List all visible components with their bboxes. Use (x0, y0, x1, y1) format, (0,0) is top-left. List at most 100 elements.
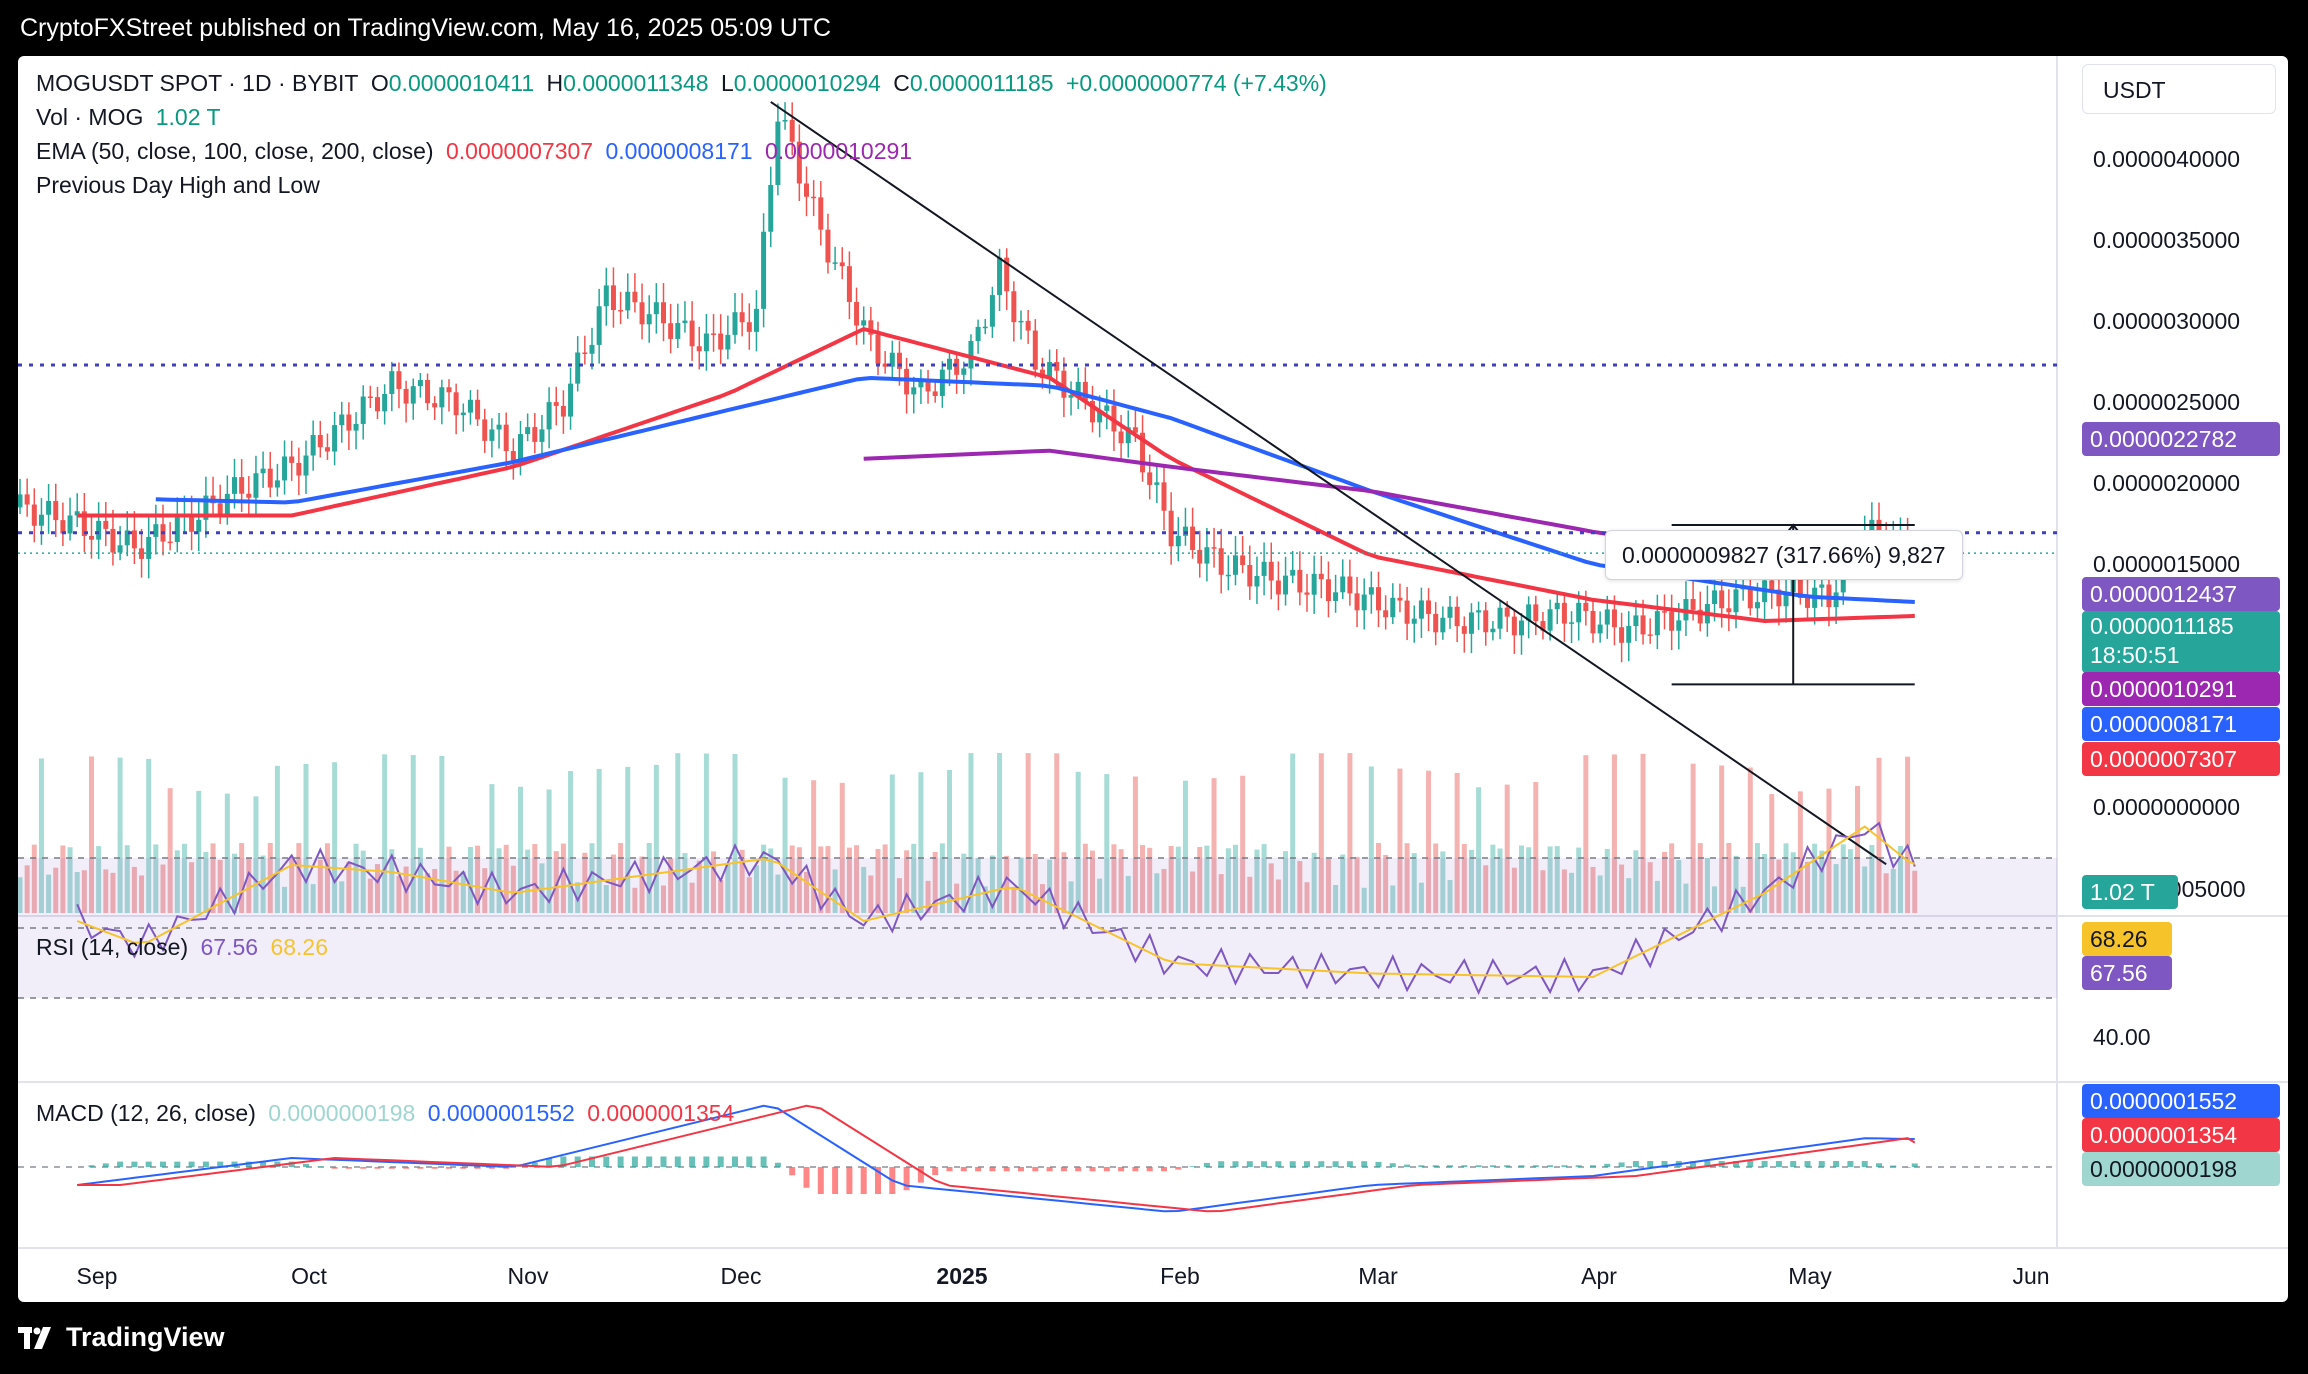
candle-body (932, 391, 938, 396)
chart-frame[interactable]: MOGUSDT SPOT · 1D · BYBIT O0.0000010411 … (18, 56, 2288, 1302)
candle-body (832, 262, 838, 264)
macd-histogram-bar (1475, 1165, 1482, 1167)
macd-histogram-bar (1733, 1161, 1739, 1167)
candle-body (96, 520, 102, 540)
volume-bar (1647, 862, 1653, 913)
candle-body (825, 229, 831, 263)
volume-bar (1654, 880, 1660, 913)
bar-countdown: 18:50:51 (2090, 642, 2180, 668)
macd-histogram-bar (188, 1161, 195, 1167)
candle-body (1061, 370, 1067, 398)
price-range-measure-label[interactable]: 0.0000009827 (317.66%) 9,827 (1605, 530, 1963, 580)
candle-body (682, 320, 688, 324)
macd-histogram-bar (732, 1156, 738, 1167)
volume-bar (982, 886, 988, 913)
macd-histogram-bar (1361, 1161, 1368, 1167)
candle-body (1090, 400, 1095, 423)
volume-bar (1154, 873, 1160, 913)
macd-histogram-bar (1275, 1161, 1282, 1167)
candle-body (1454, 606, 1460, 627)
macd-histogram-bar (1132, 1167, 1139, 1172)
pdhl-label[interactable]: Previous Day High and Low (36, 172, 320, 198)
volume-bar (1175, 846, 1181, 913)
candle-body (1011, 291, 1017, 323)
volume-bar (253, 796, 259, 913)
volume-bar (1390, 885, 1396, 913)
volume-bar (1554, 846, 1560, 913)
candle-body (38, 514, 44, 526)
candle-body (482, 419, 488, 441)
macd-histogram-bar (374, 1167, 381, 1169)
candle-body (453, 392, 459, 416)
candle-body (696, 346, 702, 352)
volume-label[interactable]: Vol · MOG (36, 104, 144, 130)
candle-body (889, 352, 895, 367)
time-axis-tick: May (1788, 1263, 1832, 1289)
candle-body (675, 323, 681, 339)
candle-body (1082, 381, 1088, 401)
macd-histogram-bar (917, 1167, 924, 1183)
volume-bar (1218, 874, 1224, 913)
candle-body (1876, 519, 1882, 540)
candle-body (1754, 602, 1760, 609)
candle-body (632, 291, 638, 303)
macd-histogram-bar (1590, 1165, 1596, 1167)
pdhl-legend: Previous Day High and Low (36, 172, 326, 199)
time-axis-tick: Jun (2012, 1263, 2050, 1289)
candle-body (1318, 573, 1324, 580)
volume-bar (196, 790, 202, 913)
candle-body (975, 326, 981, 342)
candle-body (167, 541, 173, 544)
volume-bar (868, 875, 874, 913)
candle-body (882, 363, 888, 367)
volume-bar (367, 878, 373, 913)
volume-bar (1461, 843, 1467, 913)
candle-body (1054, 362, 1060, 371)
volume-bar (389, 849, 395, 913)
volume-bar (682, 853, 688, 913)
volume-bar (668, 858, 674, 913)
rsi-value: 67.56 (200, 934, 259, 960)
volume-bar (732, 753, 738, 913)
candle-body (1676, 620, 1682, 631)
candle-body (1132, 427, 1138, 433)
volume-bar (739, 849, 745, 913)
candle-body (739, 312, 745, 323)
candle-body (775, 121, 781, 185)
candle-body (896, 352, 902, 369)
candle-body (410, 386, 416, 404)
candle-body (839, 262, 845, 267)
currency-selector[interactable]: USDT (2082, 64, 2276, 114)
volume-bar (53, 867, 59, 913)
macd-histogram-bar (1218, 1161, 1225, 1167)
macd-histogram-bar (1375, 1161, 1382, 1167)
candle-body (904, 368, 910, 395)
volume-bar (1747, 767, 1753, 913)
volume-bar (1082, 843, 1088, 913)
volume-bar (146, 758, 152, 913)
volume-legend: Vol · MOG 1.02 T (36, 104, 227, 131)
volume-bar (653, 764, 659, 913)
tradingview-brand[interactable]: TradingView (18, 1322, 225, 1353)
macd-histogram-bar (1018, 1167, 1024, 1172)
candle-body (732, 312, 738, 335)
candle-body (146, 536, 152, 559)
volume-bar (139, 875, 145, 913)
candle-body (189, 514, 195, 532)
ema-label[interactable]: EMA (50, close, 100, close, 200, close) (36, 138, 434, 164)
macd-histogram-bar (1618, 1162, 1625, 1167)
symbol-name[interactable]: MOGUSDT SPOT · 1D · BYBIT (36, 70, 359, 96)
macd-histogram-bar (660, 1156, 667, 1167)
macd-label[interactable]: MACD (12, 26, close) (36, 1100, 256, 1126)
volume-bar (1583, 755, 1589, 913)
macd-histogram-bar (460, 1167, 467, 1169)
chart-canvas[interactable] (18, 56, 2288, 1302)
volume-bar (496, 848, 502, 913)
high-value: 0.0000011348 (563, 70, 709, 96)
volume-bar (718, 879, 724, 913)
candle-body (1476, 610, 1482, 613)
rsi-label[interactable]: RSI (14, close) (36, 934, 189, 960)
rsi-ma-value: 68.26 (270, 934, 329, 960)
candle-body (1426, 600, 1432, 614)
volume-bar (1340, 854, 1346, 913)
